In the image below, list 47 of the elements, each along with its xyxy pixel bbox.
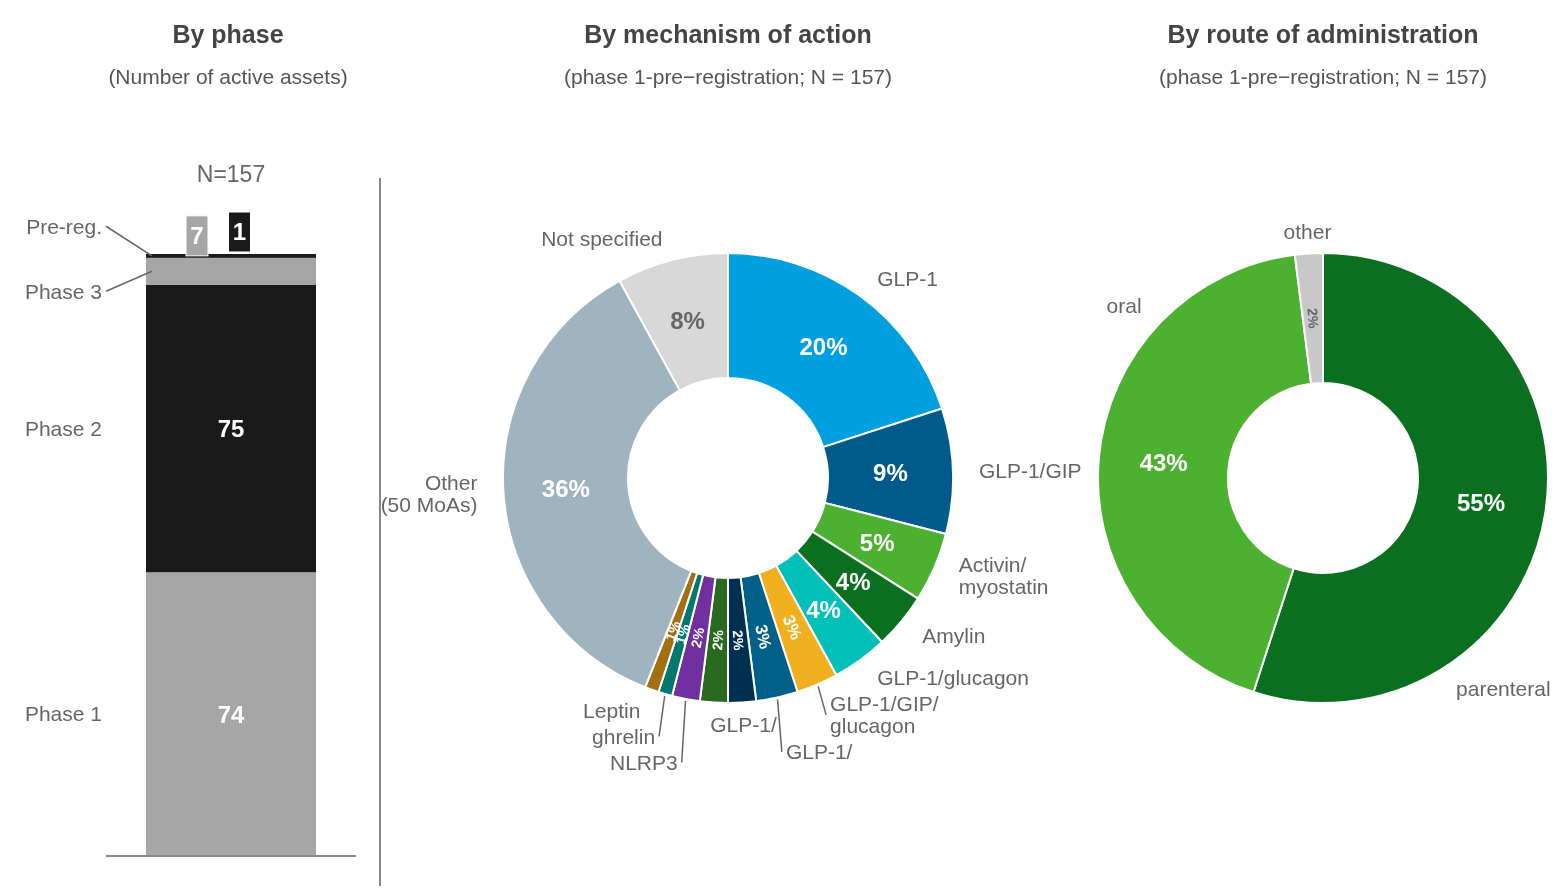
chart-subtitle: (Number of active assets): [108, 65, 348, 88]
slice-label: ghrelin: [592, 724, 656, 748]
text: Pre-reg.: [26, 214, 102, 238]
data-label: 4%: [835, 567, 871, 595]
data-label: 1: [232, 218, 247, 246]
chart-title: By mechanism of action: [584, 20, 872, 48]
slice-label: parenteral: [1456, 676, 1551, 700]
chart-title: By phase: [172, 20, 284, 48]
data-label: 36%: [541, 474, 590, 502]
data-label: 3%: [751, 622, 775, 651]
data-label: 4%: [806, 595, 841, 623]
data-label: 9%: [873, 459, 908, 487]
data-label: 20%: [799, 332, 848, 360]
data-label: 43%: [1139, 449, 1188, 477]
slice-label: GLP-1: [877, 266, 938, 290]
data-label: 2%: [729, 629, 747, 652]
total-label: N=157: [196, 161, 266, 187]
data-label: 7: [190, 222, 204, 250]
slice-label: Not specified: [541, 227, 663, 251]
data-label: 8%: [670, 307, 705, 335]
data-label: 55%: [1457, 489, 1506, 517]
data-label: 3%: [778, 612, 806, 643]
text: Phase 2: [24, 416, 102, 440]
slice-label: GLP-1/GIP: [978, 458, 1082, 482]
chart-title: By route of administration: [1167, 20, 1479, 48]
data-label: 74: [217, 700, 245, 728]
slice-label: NLRP3: [610, 750, 678, 774]
slice-label: Leptin: [583, 698, 641, 722]
bar: [146, 284, 316, 573]
text: Phase 1: [24, 702, 102, 726]
data-label: 2%: [709, 629, 727, 651]
slice-label: GLP-1/GIP/glucagon: [830, 692, 939, 738]
slice-label: oral: [1106, 294, 1142, 318]
slice-label: Other (50 MoAs): [380, 470, 478, 516]
slice-label: other: [1283, 219, 1332, 243]
slice-label: GLP-1/: [785, 740, 853, 764]
data-label: 75: [217, 414, 245, 442]
slice-label: GLP-1/glucagon: [877, 666, 1029, 690]
data-label: 2%: [1304, 307, 1322, 330]
chart-subtitle: (phase 1-pre−registration; N = 157): [1158, 65, 1488, 88]
slice-label: Amylin: [922, 623, 986, 647]
chart-subtitle: (phase 1-pre−registration; N = 157): [563, 65, 893, 88]
slice-label: Activin/myostatin: [958, 553, 1049, 599]
slice-label: GLP-1/: [710, 712, 777, 736]
data-label: 5%: [859, 528, 895, 556]
text: Phase 3: [24, 279, 102, 303]
bar: [146, 572, 316, 856]
